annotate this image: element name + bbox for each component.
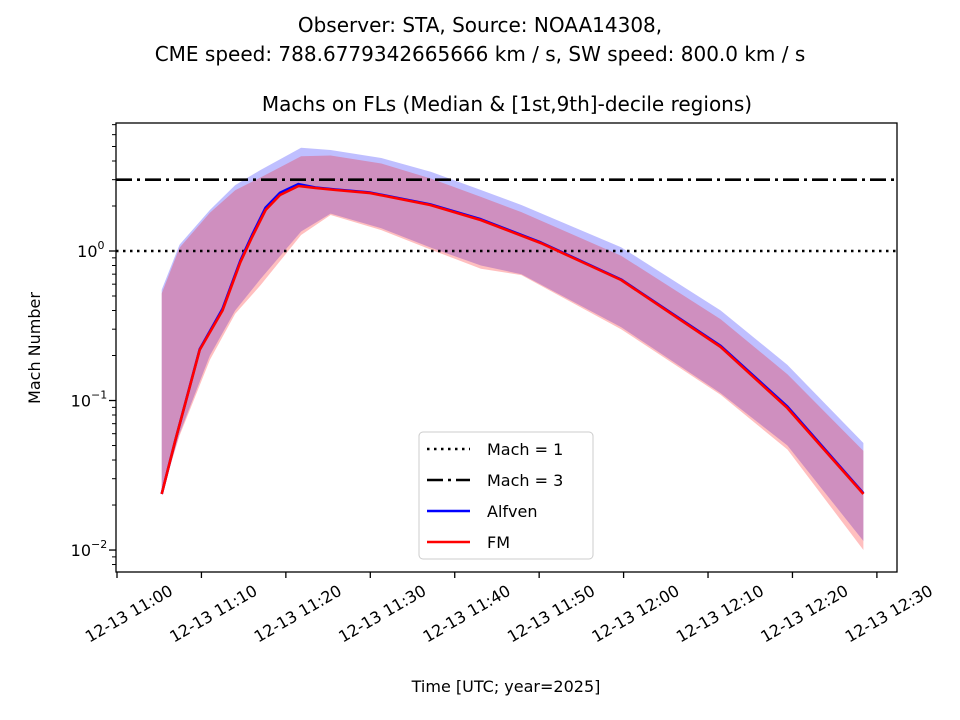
x-tick-label: 12-13 12:00	[588, 581, 682, 646]
x-tick-label: 12-13 11:50	[504, 581, 598, 646]
band-alfven	[161, 147, 864, 542]
y-tick-base: 10	[71, 392, 91, 411]
x-tick-label: 12-13 11:10	[166, 581, 260, 646]
legend-label: Alfven	[487, 502, 537, 521]
y-tick-exponent: −2	[91, 538, 107, 551]
x-tick-label: 12-13 12:20	[757, 581, 851, 646]
y-tick-exponent: −1	[91, 389, 107, 402]
band-fm	[161, 155, 864, 550]
median-line-fm	[160, 184, 865, 495]
reference-lines	[116, 178, 897, 253]
legend-label: Mach = 1	[487, 440, 563, 459]
decile-bands	[161, 147, 864, 550]
suptitle-line-2: CME speed: 788.6779342665666 km / s, SW …	[155, 42, 806, 66]
legend-box	[418, 431, 594, 560]
y-tick-base: 10	[77, 242, 97, 261]
y-axis-label: Mach Number	[25, 292, 44, 404]
x-tick-label: 12-13 11:30	[335, 581, 429, 646]
x-tick-label: 12-13 12:30	[842, 581, 936, 646]
x-tick-label: 12-13 11:40	[420, 581, 514, 646]
suptitle-line-1: Observer: STA, Source: NOAA14308,	[298, 13, 662, 37]
x-tick-label: 12-13 11:20	[251, 581, 345, 646]
y-tick-exponent: 0	[98, 239, 105, 252]
legend-label: Mach = 3	[487, 471, 563, 490]
median-lines	[160, 182, 865, 495]
y-tick-label: 10	[77, 242, 97, 261]
x-axis-label: Time [UTC; year=2025]	[411, 677, 601, 696]
y-tick-label: 10	[71, 392, 91, 411]
legend-label: FM	[487, 533, 510, 552]
x-tick-label: 12-13 12:10	[673, 581, 767, 646]
x-tick-label: 12-13 11:00	[82, 581, 176, 646]
chart-title: Machs on FLs (Median & [1st,9th]-decile …	[262, 92, 752, 116]
y-tick-label: 10	[71, 541, 91, 560]
axes-frame	[115, 122, 898, 573]
y-tick-base: 10	[71, 541, 91, 560]
legend: Mach = 1 Mach = 3 Alfven FM	[418, 431, 594, 560]
